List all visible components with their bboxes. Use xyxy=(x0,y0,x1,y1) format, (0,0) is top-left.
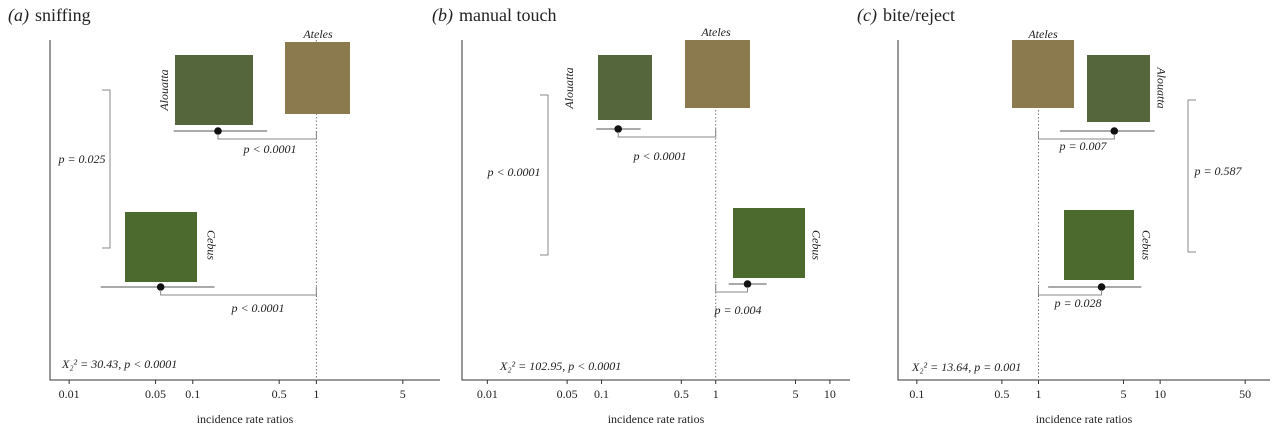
species-name: Alouatta xyxy=(157,69,171,111)
species-photo xyxy=(285,42,350,114)
comparison-bracket xyxy=(218,131,316,139)
x-tick-label: 0.01 xyxy=(477,387,498,401)
x-tick-label: 5 xyxy=(1121,387,1127,401)
x-tick-label: 0.05 xyxy=(145,387,166,401)
species-photo xyxy=(125,212,197,282)
point-estimate xyxy=(1111,127,1119,135)
title-text: bite/reject xyxy=(883,5,955,25)
x-tick-label: 0.1 xyxy=(185,387,200,401)
x-tick-label: 1 xyxy=(313,387,319,401)
point-estimate xyxy=(614,125,622,133)
panel-title: (b) manual touch xyxy=(432,5,556,26)
x-tick-label: 0.01 xyxy=(59,387,80,401)
panel: (c) bite/reject 0.1 0.5 1 5 10 50 incidence rate… xyxy=(857,5,1270,426)
x-axis-label: incidence rate ratios xyxy=(197,412,294,426)
reference-name: Ateles xyxy=(302,27,333,41)
comparison-bracket xyxy=(618,129,716,137)
x-tick-label: 1 xyxy=(1035,387,1041,401)
point-estimate xyxy=(1098,283,1106,291)
p-value: p = 0.025 xyxy=(57,152,105,166)
x-tick-label: 0.5 xyxy=(272,387,287,401)
x-tick-label: 50 xyxy=(1239,387,1251,401)
x-tick-label: 1 xyxy=(713,387,719,401)
x-tick-label: 10 xyxy=(1154,387,1166,401)
panel-label: (a) xyxy=(8,5,29,26)
title-text: manual touch xyxy=(459,5,556,25)
x-axis-label: incidence rate ratios xyxy=(608,412,705,426)
species-photo xyxy=(685,40,750,108)
reference-name: Ateles xyxy=(700,25,731,39)
point-estimate xyxy=(214,127,222,135)
p-value: p < 0.0001 xyxy=(632,149,686,163)
comparison-bracket xyxy=(1038,287,1101,295)
panel-label: (b) xyxy=(432,5,453,26)
p-value: p < 0.0001 xyxy=(242,142,296,156)
test-statistic: X₂² = 13.64, p = 0.001 xyxy=(911,360,1021,374)
x-tick-label: 5 xyxy=(400,387,406,401)
x-tick-label: 10 xyxy=(824,387,836,401)
species-photo xyxy=(175,55,253,125)
species-photo xyxy=(733,208,805,278)
x-tick-label: 0.05 xyxy=(557,387,578,401)
x-tick-label: 0.1 xyxy=(594,387,609,401)
species-name: Alouatta xyxy=(562,67,576,109)
comparison-bracket xyxy=(161,287,317,295)
comparison-bracket xyxy=(540,95,548,255)
x-axis-label: incidence rate ratios xyxy=(1036,412,1133,426)
species-photo xyxy=(1087,55,1150,122)
species-name: Cebus xyxy=(204,230,218,260)
species-photo xyxy=(1012,40,1074,108)
figure: (a) sniffing 0.01 0.05 0.1 0.5 1 5 incidence rat… xyxy=(0,0,1276,434)
x-tick-label: 0.1 xyxy=(909,387,924,401)
species-photo xyxy=(598,55,652,120)
p-value: p = 0.007 xyxy=(1058,139,1107,153)
comparison-bracket xyxy=(716,284,748,292)
comparison-bracket xyxy=(102,90,110,248)
species-name: Alouatta xyxy=(1154,66,1168,108)
p-value: p = 0.587 xyxy=(1193,164,1242,178)
p-value: p = 0.004 xyxy=(713,303,761,317)
panel-title: (a) sniffing xyxy=(8,5,91,26)
panel-label: (c) xyxy=(857,5,877,26)
panel: (b) manual touch 0.01 0.05 0.1 0.5 1 5 10 inciden… xyxy=(432,5,850,426)
title-text: sniffing xyxy=(35,5,91,25)
point-estimate xyxy=(157,283,165,291)
x-tick-label: 0.5 xyxy=(674,387,689,401)
point-estimate xyxy=(744,280,752,288)
p-value: p = 0.028 xyxy=(1053,296,1101,310)
panel-title: (c) bite/reject xyxy=(857,5,955,26)
reference-name: Ateles xyxy=(1027,27,1058,41)
p-value: p < 0.0001 xyxy=(230,301,284,315)
p-value: p < 0.0001 xyxy=(486,165,540,179)
x-tick-label: 0.5 xyxy=(994,387,1009,401)
test-statistic: X₂² = 30.43, p < 0.0001 xyxy=(61,357,177,371)
species-name: Cebus xyxy=(809,230,823,260)
species-name: Cebus xyxy=(1139,230,1153,260)
test-statistic: X₂² = 102.95, p < 0.0001 xyxy=(499,359,621,373)
species-photo xyxy=(1064,210,1134,280)
x-tick-label: 5 xyxy=(793,387,799,401)
panel: (a) sniffing 0.01 0.05 0.1 0.5 1 5 incidence rat… xyxy=(8,5,440,426)
